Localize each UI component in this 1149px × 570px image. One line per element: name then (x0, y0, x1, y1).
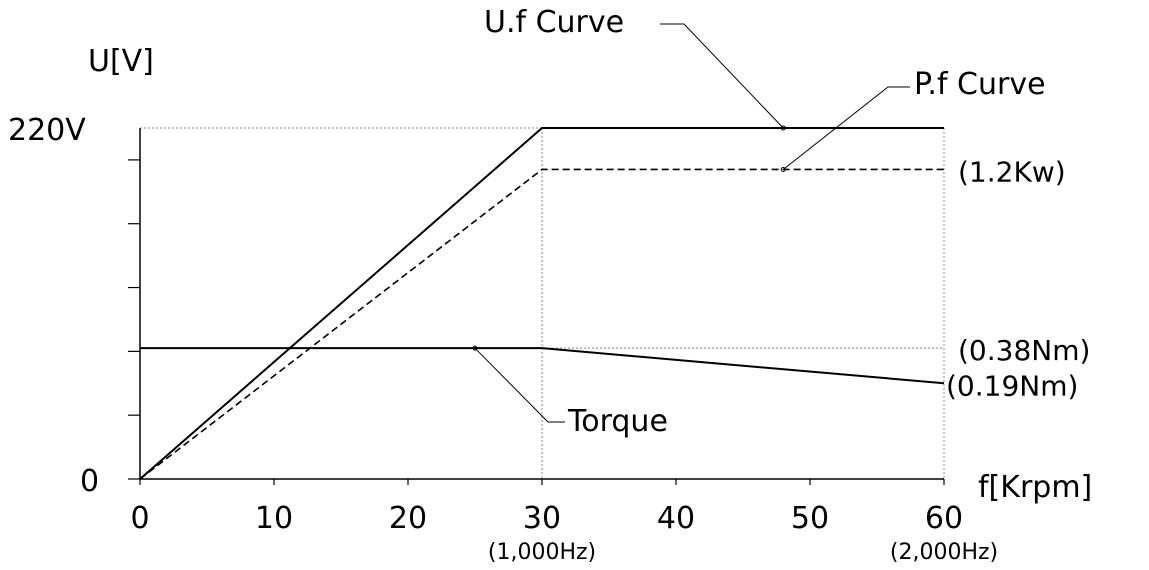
end-value-label: (0.19Nm) (946, 369, 1078, 402)
x-tick-label: 50 (791, 501, 829, 536)
x-tick-sublabel: (2,000Hz) (890, 540, 998, 565)
callout-leader-0 (660, 23, 784, 129)
axes (128, 128, 945, 485)
series-line-2 (140, 347, 945, 385)
x-axis-title: f[Krpm] (978, 470, 1092, 505)
y-axis-title: U[V] (88, 44, 154, 79)
callout-leader-1 (782, 86, 910, 170)
callout-leader-2 (474, 347, 565, 423)
series-line-1 (139, 168, 944, 480)
series-name-label: U.f Curve (484, 5, 624, 40)
callout-dot-2 (472, 345, 478, 351)
x-tick-label: 0 (130, 501, 149, 536)
right-value-label: (0.38Nm) (958, 334, 1090, 367)
series-line-0 (139, 127, 944, 480)
right-value-label: (1.2Kw) (958, 155, 1066, 188)
x-tick-label: 30 (523, 501, 561, 536)
annotations (472, 23, 910, 423)
series-name-label: P.f Curve (914, 67, 1046, 102)
x-tick-label: 20 (389, 501, 427, 536)
x-tick-label: 40 (657, 501, 695, 536)
grid-lines (140, 127, 945, 479)
callout-dot-1 (780, 166, 786, 172)
x-tick-sublabel: (1,000Hz) (488, 540, 596, 565)
labels: 0 10 20 30 (1,000Hz) 40 50 60 (2,000Hz) 220V 0 U[V]… (8, 5, 1092, 565)
x-tick-label: 10 (255, 501, 293, 536)
callout-dot-0 (780, 125, 786, 131)
y-value-label: 0 (80, 464, 99, 499)
series-name-label: Torque (567, 404, 668, 439)
series-group (139, 127, 945, 480)
x-tick-label: 60 (925, 501, 963, 536)
y-value-label: 220V (8, 113, 86, 148)
